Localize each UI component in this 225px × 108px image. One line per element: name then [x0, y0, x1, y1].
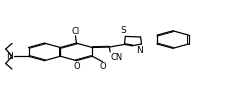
Text: Cl: Cl	[71, 27, 79, 36]
Text: N: N	[6, 52, 13, 61]
Text: O: O	[73, 62, 79, 71]
Text: CN: CN	[110, 53, 122, 62]
Text: S: S	[120, 26, 126, 35]
Text: O: O	[99, 62, 106, 71]
Text: N: N	[136, 46, 142, 55]
